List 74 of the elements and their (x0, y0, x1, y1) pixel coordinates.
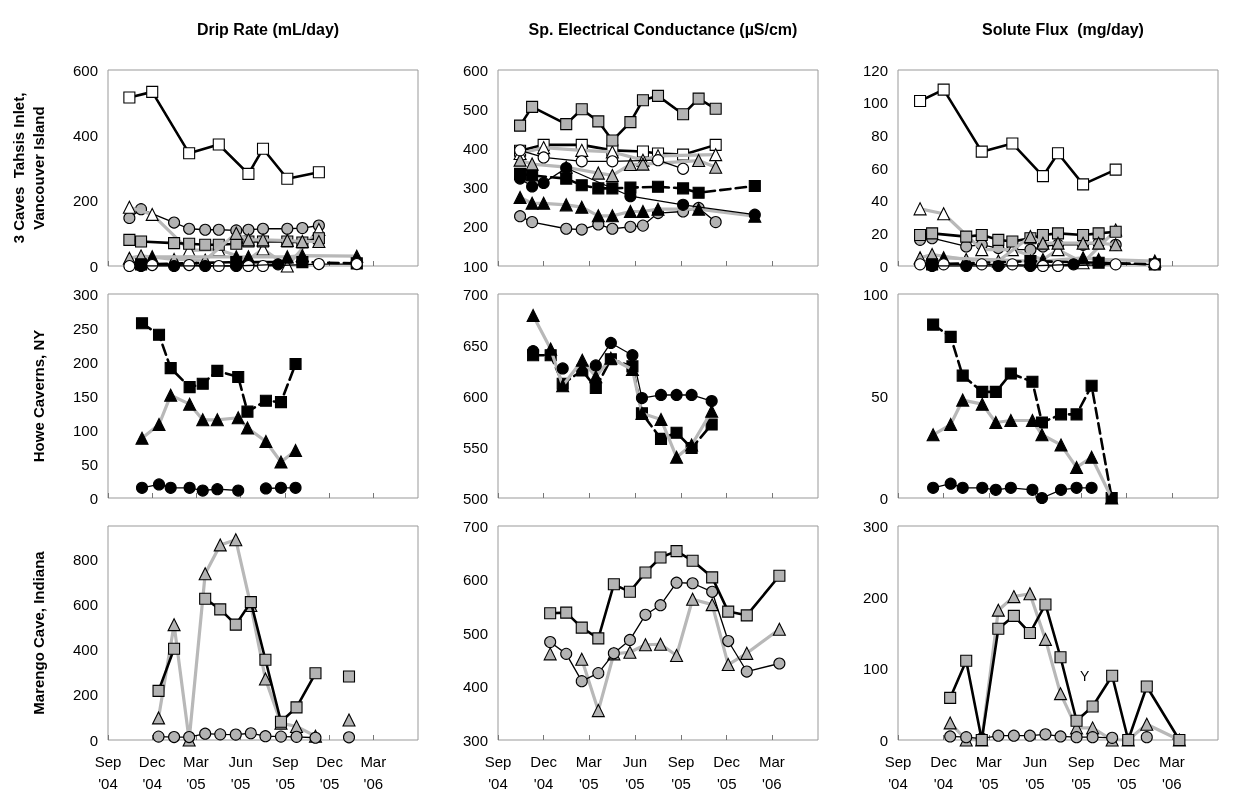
y-tick-label: 0 (89, 257, 98, 275)
y-tick-label: 300 (862, 517, 888, 535)
y-tick-label: 50 (81, 455, 98, 473)
x-tick-label: Dec '05 (316, 752, 344, 792)
y-tick-label: 150 (72, 387, 98, 405)
x-tick-label: Jun '05 (228, 752, 253, 792)
y-tick-label: 500 (462, 489, 488, 507)
y-tick-label: 0 (879, 731, 888, 749)
x-tick-label: Dec '05 (1113, 752, 1141, 792)
y-tick-label: 100 (72, 421, 98, 439)
y-tick-label: 400 (462, 139, 488, 157)
x-tick-label: Sep '05 (1067, 752, 1095, 792)
y-tick-label: 700 (462, 285, 488, 303)
y-tick-label: 120 (862, 61, 888, 79)
x-tick-label: Sep '04 (884, 752, 912, 792)
y-tick-label: 300 (462, 179, 488, 197)
y-tick-label: 600 (72, 61, 98, 79)
y-tick-label: 100 (862, 285, 888, 303)
y-tick-label: 200 (72, 686, 98, 704)
y-tick-label: 500 (462, 100, 488, 118)
y-tick-label: 200 (72, 353, 98, 371)
y-tick-label: 0 (89, 731, 98, 749)
y-tick-label: 20 (871, 224, 888, 242)
x-tick-label: Jun '05 (622, 752, 648, 792)
x-tick-label: Mar '05 (183, 752, 209, 792)
y-tick-label: 600 (462, 61, 488, 79)
x-tick-label: Mar '05 (975, 752, 1002, 792)
x-tick-label: Jun '05 (1022, 752, 1048, 792)
x-tick-label: Mar '06 (360, 752, 387, 792)
y-axis-title: 3 Caves Tahsis Inlet, Vancouver Island (9, 92, 47, 244)
x-tick-label: Sep '04 (94, 752, 122, 792)
y-tick-label: 0 (89, 489, 98, 507)
x-tick-label: Mar '06 (758, 752, 785, 792)
y-tick-label: 250 (72, 319, 98, 337)
x-tick-label: Sep '04 (484, 752, 512, 792)
y-tick-label: 550 (462, 438, 488, 456)
y-tick-label: 100 (862, 660, 888, 678)
y-tick-label: 100 (462, 257, 488, 275)
y-tick-label: 400 (72, 641, 98, 659)
x-tick-label: Sep '05 (667, 752, 695, 792)
annotation: Y (1080, 668, 1090, 685)
y-tick-label: 300 (72, 285, 98, 303)
y-tick-label: 500 (462, 624, 488, 642)
y-tick-label: 0 (879, 257, 888, 275)
y-tick-label: 200 (462, 218, 488, 236)
y-axis-title: Howe Caverns, NY (29, 329, 47, 463)
y-tick-label: 100 (862, 94, 888, 112)
y-tick-label: 600 (72, 596, 98, 614)
y-tick-label: 650 (462, 336, 488, 354)
y-tick-label: 800 (72, 551, 98, 569)
y-tick-label: 50 (871, 387, 888, 405)
y-tick-label: 400 (72, 126, 98, 144)
chart-title: Solute Flux (mg/day) (982, 20, 1144, 38)
y-tick-label: 0 (879, 489, 888, 507)
y-tick-label: 400 (462, 678, 488, 695)
chart-title: Drip Rate (mL/day) (196, 20, 340, 38)
chart-title: Sp. Electrical Conductance (µS/cm) (528, 20, 798, 38)
y-tick-label: 600 (462, 571, 488, 588)
y-tick-label: 600 (462, 387, 488, 405)
y-tick-label: 80 (871, 126, 888, 144)
x-tick-label: Mar '06 (1158, 752, 1185, 792)
x-tick-label: Dec '04 (530, 752, 558, 792)
x-tick-label: Dec '05 (713, 752, 741, 792)
x-tick-label: Mar '05 (575, 752, 602, 792)
x-tick-label: Sep '05 (272, 752, 299, 792)
y-tick-label: 200 (862, 588, 888, 606)
y-tick-label: 300 (462, 731, 488, 749)
x-tick-label: Dec '04 (930, 752, 958, 792)
y-tick-label: 700 (462, 517, 488, 535)
y-tick-label: 40 (871, 192, 888, 210)
x-tick-label: Dec '04 (138, 752, 167, 792)
y-axis-title: Marengo Cave, Indiana (29, 550, 47, 715)
y-tick-label: 200 (72, 192, 98, 210)
y-tick-label: 60 (871, 159, 888, 177)
